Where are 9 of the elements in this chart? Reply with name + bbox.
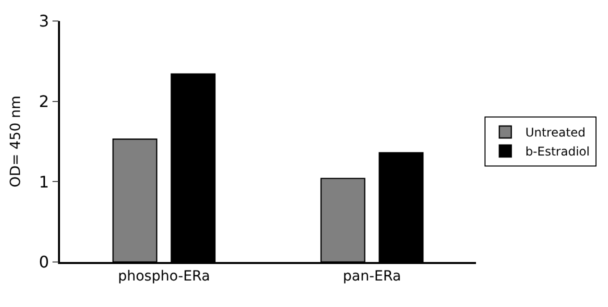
y-tick-label: 2 xyxy=(38,92,50,111)
x-tick-label: pan-ERa xyxy=(342,268,402,285)
legend-label: Untreated xyxy=(525,126,586,140)
y-axis-title: OD= 450 nm xyxy=(8,96,24,188)
y-tick-label: 0 xyxy=(38,252,50,272)
x-tick-label: phospho-ERa xyxy=(118,268,210,285)
legend-label: b-Estradiol xyxy=(525,144,590,159)
y-tick-label: 3 xyxy=(38,12,50,31)
y-tick-label: 1 xyxy=(38,172,50,192)
